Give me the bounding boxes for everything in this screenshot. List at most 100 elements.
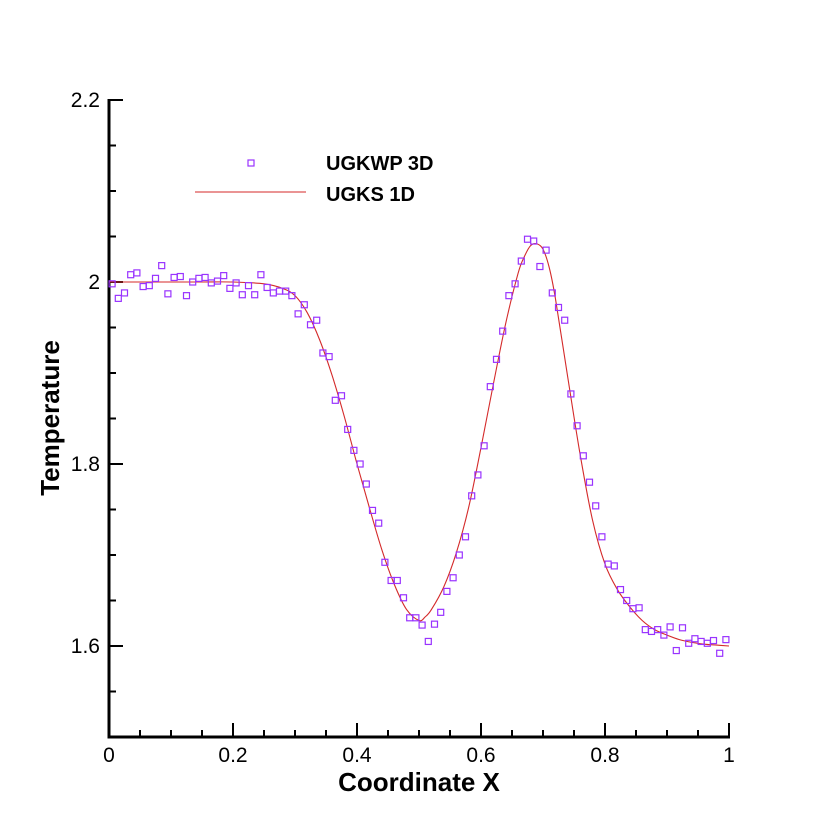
data-point-ugkwp-3d	[275, 287, 284, 295]
data-point-ugkwp-3d	[548, 289, 556, 297]
data-point-ugkwp-3d	[654, 626, 662, 634]
data-point-ugkwp-3d	[511, 280, 519, 288]
data-point-ugkwp-3d	[257, 271, 265, 279]
data-point-ugkwp-3d	[145, 282, 153, 290]
data-point-ugkwp-3d	[585, 478, 594, 486]
data-point-ugkwp-3d	[579, 452, 587, 460]
data-point-ugkwp-3d	[536, 262, 544, 271]
series-line-ugks-1d	[108, 242, 730, 647]
data-point-ugkwp-3d	[474, 471, 482, 479]
x-axis-title: Coordinate X	[338, 767, 500, 797]
axes	[107, 99, 730, 739]
data-point-ugkwp-3d	[189, 278, 197, 286]
legend-label-ugkwp-3d: UGKWP 3D	[326, 153, 433, 175]
data-point-ugkwp-3d	[300, 301, 308, 309]
data-point-ugkwp-3d	[709, 636, 718, 645]
data-point-ugkwp-3d	[114, 294, 122, 302]
data-point-ugkwp-3d	[455, 551, 463, 559]
data-point-ugkwp-3d	[722, 636, 730, 644]
data-point-ugkwp-3d	[437, 608, 445, 616]
data-point-ugkwp-3d	[660, 631, 668, 639]
data-point-ugkwp-3d	[282, 287, 290, 295]
data-point-ugkwp-3d	[127, 271, 135, 279]
data-point-ugkwp-3d	[375, 519, 383, 527]
data-point-ugkwp-3d	[195, 274, 203, 282]
y-tick-label: 1.6	[71, 635, 100, 658]
data-point-ugkwp-3d	[716, 649, 724, 657]
legend-label-ugks-1d: UGKS 1D	[326, 184, 415, 206]
data-point-ugkwp-3d	[486, 383, 494, 391]
data-point-ugkwp-3d	[542, 246, 550, 254]
x-tick-label: 0.6	[466, 744, 495, 767]
data-point-ugkwp-3d	[666, 623, 674, 631]
data-point-ugkwp-3d	[263, 283, 271, 292]
data-point-ugkwp-3d	[592, 502, 600, 510]
data-point-ugkwp-3d	[499, 327, 507, 335]
data-point-ugkwp-3d	[226, 284, 234, 292]
data-point-ugkwp-3d	[182, 292, 191, 300]
data-point-ugkwp-3d	[530, 237, 538, 245]
data-point-ugkwp-3d	[393, 576, 401, 585]
data-point-ugkwp-3d	[238, 291, 246, 299]
data-point-ugkwp-3d	[381, 558, 389, 566]
legend-marker-ugkwp-3d	[247, 159, 255, 167]
ugkwp-3d-marker-layer	[108, 235, 730, 657]
data-point-ugkwp-3d	[362, 480, 370, 488]
data-point-ugkwp-3d	[244, 282, 253, 290]
data-point-ugkwp-3d	[412, 614, 420, 622]
data-point-ugkwp-3d	[344, 425, 352, 434]
data-point-ugkwp-3d	[598, 533, 606, 541]
data-point-ugkwp-3d	[108, 280, 116, 288]
data-point-ugkwp-3d	[610, 562, 618, 570]
data-point-ugkwp-3d	[635, 604, 643, 612]
data-point-ugkwp-3d	[424, 637, 432, 646]
data-point-ugkwp-3d	[468, 492, 476, 500]
x-tick-label: 0.2	[218, 744, 247, 767]
data-point-ugkwp-3d	[443, 587, 451, 596]
data-point-ugkwp-3d	[232, 279, 240, 287]
ugks-1d-curve-layer	[108, 242, 730, 647]
data-point-ugkwp-3d	[213, 277, 222, 285]
data-point-ugkwp-3d	[480, 442, 488, 450]
data-point-ugkwp-3d	[356, 460, 364, 468]
data-point-ugkwp-3d	[269, 289, 277, 297]
data-point-ugkwp-3d	[176, 272, 184, 281]
data-point-ugkwp-3d	[350, 446, 358, 454]
y-tick-label: 2.2	[71, 89, 100, 112]
data-point-ugkwp-3d	[616, 585, 625, 594]
data-point-ugkwp-3d	[368, 506, 377, 515]
x-tick-label: 0.8	[590, 744, 619, 767]
data-point-ugkwp-3d	[337, 392, 346, 400]
data-point-ugkwp-3d	[623, 596, 631, 605]
data-point-ugkwp-3d	[505, 292, 513, 300]
data-point-ugkwp-3d	[461, 533, 470, 541]
data-point-ugkwp-3d	[251, 291, 259, 299]
data-point-ugkwp-3d	[430, 620, 439, 628]
data-point-ugkwp-3d	[685, 639, 693, 647]
y-axis-title: Temperature	[35, 340, 65, 496]
data-point-ugkwp-3d	[325, 353, 333, 361]
data-point-ugkwp-3d	[170, 273, 178, 282]
data-point-ugkwp-3d	[418, 621, 426, 629]
data-point-ugkwp-3d	[313, 316, 321, 324]
data-point-ugkwp-3d	[517, 257, 525, 265]
data-point-ugkwp-3d	[294, 310, 302, 318]
data-point-ugkwp-3d	[158, 262, 166, 270]
data-point-ugkwp-3d	[306, 321, 315, 329]
data-point-ugkwp-3d	[220, 272, 228, 280]
data-point-ugkwp-3d	[678, 624, 687, 632]
y-tick-label: 2	[88, 271, 100, 294]
data-point-ugkwp-3d	[319, 349, 327, 357]
data-point-ugkwp-3d	[164, 290, 172, 298]
y-tick-label: 1.8	[71, 453, 100, 476]
data-point-ugkwp-3d	[399, 594, 408, 602]
data-point-ugkwp-3d	[151, 274, 160, 282]
data-point-ugkwp-3d	[120, 289, 129, 297]
x-tick-label: 0.4	[342, 744, 372, 767]
data-point-ugkwp-3d	[573, 422, 581, 430]
legend: UGKWP 3D UGKS 1D	[195, 153, 433, 206]
data-point-ugkwp-3d	[703, 639, 711, 647]
tick-labels: 0 0.2 0.4 0.6 0.8 1 1.6 1.8 2 2.2	[71, 89, 735, 767]
data-point-ugkwp-3d	[523, 235, 532, 243]
data-point-ugkwp-3d	[567, 390, 575, 398]
